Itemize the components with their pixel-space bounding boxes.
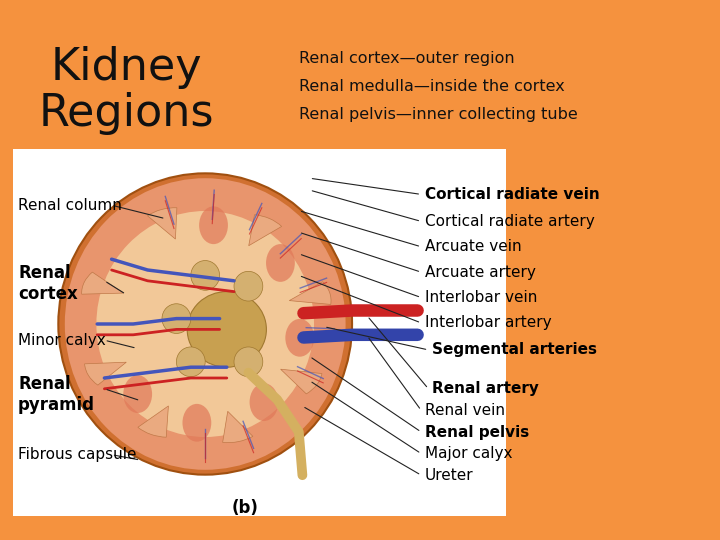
Wedge shape (222, 411, 253, 443)
Ellipse shape (65, 178, 346, 470)
Text: Interlobar artery: Interlobar artery (425, 315, 552, 330)
Ellipse shape (96, 211, 314, 437)
Text: Renal artery: Renal artery (432, 381, 539, 396)
Ellipse shape (234, 271, 263, 301)
Text: Major calyx: Major calyx (425, 446, 513, 461)
Ellipse shape (266, 244, 294, 282)
Text: Renal cortex—outer region: Renal cortex—outer region (299, 51, 514, 66)
Text: Segmental arteries: Segmental arteries (432, 342, 597, 357)
Ellipse shape (250, 383, 279, 421)
Ellipse shape (182, 404, 211, 442)
Text: Fibrous capsule: Fibrous capsule (18, 447, 137, 462)
Text: Cortical radiate vein: Cortical radiate vein (425, 187, 600, 202)
Wedge shape (281, 369, 322, 394)
Text: Renal
pyramid: Renal pyramid (18, 375, 95, 414)
Text: Interlobar vein: Interlobar vein (425, 290, 537, 305)
Wedge shape (289, 282, 331, 305)
Wedge shape (248, 215, 282, 246)
Ellipse shape (123, 375, 152, 413)
Ellipse shape (285, 319, 314, 357)
Text: Cortical radiate artery: Cortical radiate artery (425, 214, 595, 229)
Wedge shape (138, 406, 168, 437)
Text: Renal pelvis—inner collecting tube: Renal pelvis—inner collecting tube (299, 107, 577, 122)
Text: Regions: Regions (38, 92, 214, 135)
Text: Renal vein: Renal vein (425, 403, 505, 418)
Ellipse shape (176, 347, 205, 377)
Ellipse shape (191, 260, 220, 290)
Text: (b): (b) (231, 498, 258, 517)
Ellipse shape (199, 206, 228, 244)
Ellipse shape (187, 292, 266, 367)
Ellipse shape (234, 347, 263, 377)
Text: Renal
cortex: Renal cortex (18, 264, 78, 303)
Text: Ureter: Ureter (425, 468, 474, 483)
Text: Arcuate artery: Arcuate artery (425, 265, 536, 280)
Bar (13, 148, 506, 516)
Text: Renal column: Renal column (18, 198, 122, 213)
Wedge shape (148, 208, 177, 239)
Ellipse shape (162, 303, 191, 333)
Ellipse shape (58, 173, 352, 475)
Text: Kidney: Kidney (50, 46, 202, 89)
Text: Minor calyx: Minor calyx (18, 333, 106, 348)
Wedge shape (81, 272, 123, 294)
Wedge shape (85, 362, 126, 385)
Text: Arcuate vein: Arcuate vein (425, 239, 521, 254)
Text: Renal pelvis: Renal pelvis (425, 424, 529, 440)
Text: Renal medulla—inside the cortex: Renal medulla—inside the cortex (299, 79, 564, 94)
